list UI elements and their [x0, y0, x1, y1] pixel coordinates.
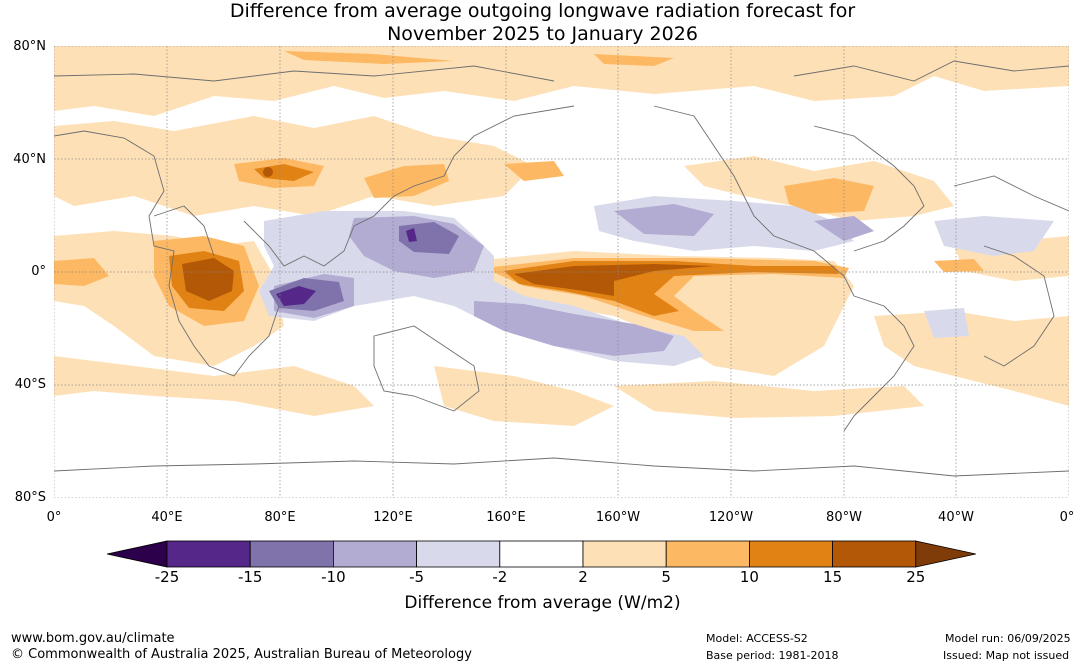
map-title: Difference from average outgoing longwav…: [0, 0, 1085, 46]
colorbar-segment: [832, 540, 917, 568]
colorbar-tick-label: -10: [321, 568, 346, 586]
anomaly-region-neg25-neg15: [276, 228, 417, 306]
lat-label-80n: 80°N: [13, 39, 46, 54]
lon-label-80e: 80°E: [264, 510, 296, 525]
lon-label-120e: 120°E: [373, 510, 413, 525]
colorbar-tick-label: 5: [661, 568, 671, 586]
colorbar-segment: [249, 540, 334, 568]
title-line-2: November 2025 to January 2026: [387, 23, 698, 45]
lon-label-40e: 40°E: [151, 510, 183, 525]
lon-label-160e: 160°E: [486, 510, 526, 525]
lon-label-40w: 40°W: [938, 510, 974, 525]
graticule: [54, 46, 1069, 498]
colorbar-tick-label: -25: [154, 568, 180, 586]
footer-model-run: Model run: 06/09/2025: [945, 632, 1071, 645]
footer-model: Model: ACCESS-S2: [706, 632, 808, 645]
colorbar: [106, 540, 979, 572]
lat-label-80s: 80°S: [14, 490, 46, 505]
colorbar-segment: [416, 540, 501, 568]
lon-label-80w: 80°W: [826, 510, 862, 525]
footer-issued: Issued: Map not issued: [943, 649, 1070, 662]
colorbar-tick-label: 15: [823, 568, 843, 586]
lon-label-120w: 120°W: [708, 510, 754, 525]
footer-website: www.bom.gov.au/climate: [11, 631, 175, 646]
lat-label-equator: 0°: [31, 264, 46, 279]
olr-anomaly-map: [54, 46, 1069, 498]
lat-label-40n: 40°N: [13, 152, 46, 167]
colorbar-segment: [665, 540, 750, 568]
colorbar-tick-label: -15: [237, 568, 263, 586]
anomaly-region-15-25: [182, 167, 714, 301]
colorbar-tick-label: 10: [739, 568, 759, 586]
footer-copyright: © Commonwealth of Australia 2025, Austra…: [11, 647, 472, 662]
lon-label-0: 0°: [46, 510, 62, 525]
footer-base-period: Base period: 1981-2018: [706, 649, 839, 662]
colorbar-tick-label: 25: [906, 568, 926, 586]
colorbar-tick-label: 2: [578, 568, 588, 586]
lon-label-0-east: 0°: [1059, 510, 1075, 525]
colorbar-extend-high: [915, 540, 976, 568]
colorbar-segment: [582, 540, 667, 568]
colorbar-tick-label: -5: [409, 568, 425, 586]
coastlines: [54, 60, 1069, 477]
colorbar-segment: [332, 540, 417, 568]
colorbar-tick-label: -2: [492, 568, 508, 586]
colorbar-segment: [749, 540, 834, 568]
title-line-1: Difference from average outgoing longwav…: [229, 0, 856, 22]
colorbar-segment: [166, 540, 251, 568]
lat-label-40s: 40°S: [14, 377, 46, 392]
lon-label-160w: 160°W: [595, 510, 641, 525]
colorbar-title: Difference from average (W/m2): [404, 593, 681, 613]
colorbar-extend-low: [106, 540, 168, 568]
colorbar-segment: [499, 540, 584, 568]
